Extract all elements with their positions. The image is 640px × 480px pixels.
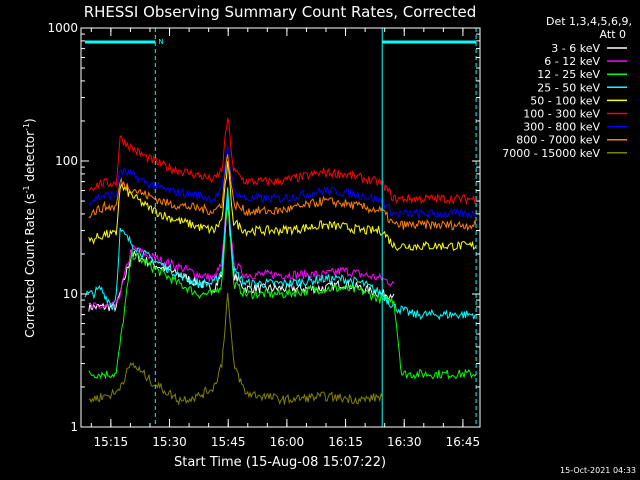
- x-tick-label: 16:45: [446, 435, 481, 449]
- series-line: [88, 160, 477, 252]
- y-tick-label: 10: [63, 287, 78, 301]
- legend-label: 100 - 300 keV: [523, 108, 600, 121]
- y-tick-label: 1: [70, 420, 78, 434]
- x-tick-label: 16:00: [270, 435, 305, 449]
- series-line: [88, 197, 477, 380]
- legend-label: 25 - 50 keV: [537, 81, 600, 94]
- y-tick-label: 1000: [47, 21, 78, 35]
- x-tick-label: 15:15: [94, 435, 129, 449]
- legend-header-line-1: Det 1,3,4,5,6,9,: [546, 15, 632, 28]
- legend-label: 50 - 100 keV: [530, 94, 600, 107]
- series-line: [88, 204, 395, 313]
- plot-frame: [80, 27, 481, 428]
- x-axis-label: Start Time (15-Aug-08 15:07:22): [174, 455, 386, 470]
- series-layer: [84, 117, 477, 406]
- series-line: [88, 117, 477, 206]
- legend-label: 6 - 12 keV: [544, 55, 600, 68]
- flag-label: N: [158, 38, 163, 46]
- legend-label: 12 - 25 keV: [537, 68, 600, 81]
- x-tick-label: 16:15: [328, 435, 363, 449]
- y-tick-label: 100: [55, 154, 78, 168]
- legend-label: 300 - 800 keV: [523, 121, 600, 134]
- series-line: [84, 187, 477, 321]
- series-line: [88, 146, 477, 220]
- legend-header-line-2: Att 0: [600, 28, 626, 41]
- series-line: [88, 154, 477, 232]
- marker-layer: N: [84, 28, 477, 427]
- x-tick-label: 16:30: [387, 435, 422, 449]
- legend-label: 800 - 7000 keV: [516, 134, 600, 147]
- x-tick-label: 15:45: [211, 435, 246, 449]
- series-line: [88, 292, 383, 406]
- legend-label: 7000 - 15000 keV: [502, 147, 600, 160]
- timestamp: 15-Oct-2021 04:33: [560, 466, 636, 475]
- x-tick-label: 15:30: [152, 435, 187, 449]
- legend-label: 3 - 6 keV: [551, 42, 600, 55]
- chart-title: RHESSI Observing Summary Count Rates, Co…: [84, 3, 477, 21]
- y-axis-label: Corrected Count Rate (s-1 detector-1): [22, 118, 37, 337]
- x-axis: 15:15 15:30 15:45 16:00 16:15 16:30 16:45: [90, 28, 481, 449]
- y-axis: 1 10 100 1000: [47, 21, 480, 434]
